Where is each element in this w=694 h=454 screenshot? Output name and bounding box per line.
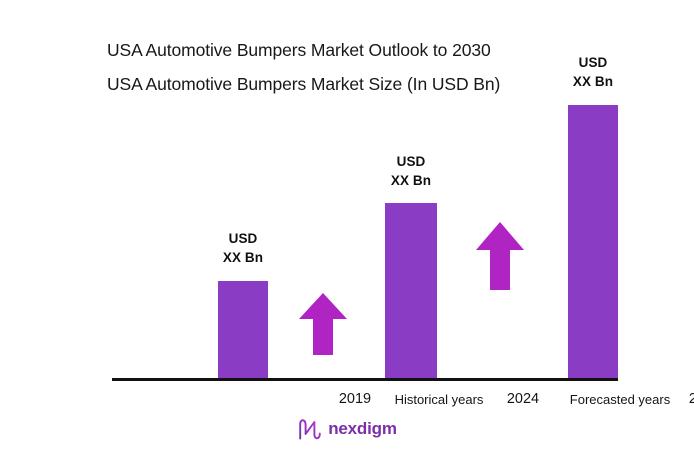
bar-value-label-2024-amount: XX Bn <box>390 173 432 188</box>
x-axis-tick-2019: 2019 <box>338 391 372 407</box>
growth-up-arrow-historical-icon <box>299 293 347 355</box>
x-axis-period-forecasted: Forecasted years <box>569 392 671 407</box>
x-axis-period-historical: Historical years <box>394 392 484 407</box>
x-axis-tick-2030: 2030 <box>688 391 694 407</box>
x-axis-tick-2024: 2024 <box>506 391 540 407</box>
bar-value-label-2019-amount: XX Bn <box>222 250 264 265</box>
brand-logo-text: nexdigm <box>328 419 397 438</box>
growth-up-arrow-forecasted-icon <box>476 222 524 290</box>
x-axis-labels: 2019 Historical years 2024 Forecasted ye… <box>112 388 694 412</box>
chart-title: USA Automotive Bumpers Market Outlook to… <box>107 40 491 60</box>
chart-subtitle: USA Automotive Bumpers Market Size (In U… <box>107 74 501 94</box>
bar-value-label-2024-currency: USD <box>396 154 426 169</box>
brand-logo: nexdigm <box>0 418 694 440</box>
bar-2030 <box>568 105 618 378</box>
bar-value-label-2030-amount: XX Bn <box>572 74 614 89</box>
x-axis-line <box>112 378 618 381</box>
bar-value-label-2030: USD XX Bn <box>543 53 643 91</box>
bar-value-label-2024: USD XX Bn <box>361 152 461 190</box>
chart-title-block: USA Automotive Bumpers Market Outlook to… <box>107 38 559 97</box>
bar-2024 <box>385 203 437 378</box>
bar-value-label-2030-currency: USD <box>578 55 608 70</box>
bar-value-label-2019-currency: USD <box>228 231 258 246</box>
bar-value-label-2019: USD XX Bn <box>193 229 293 267</box>
bar-2019 <box>218 281 268 378</box>
nexdigm-n-mark-icon <box>299 419 321 440</box>
